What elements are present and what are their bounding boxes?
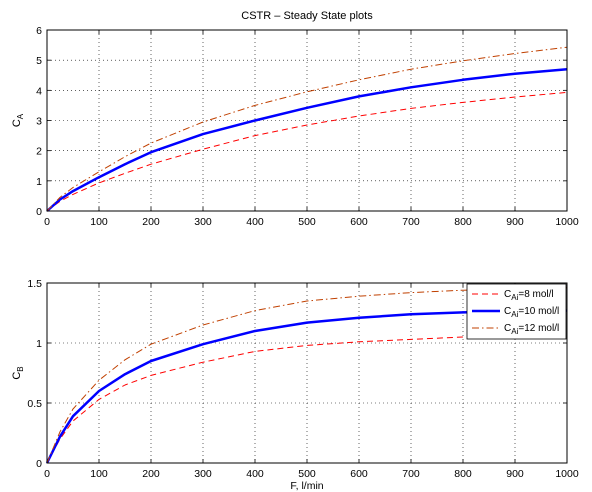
x-tick-label: 900 bbox=[506, 468, 524, 480]
x-tick-label: 300 bbox=[194, 216, 212, 228]
x-tick-label: 100 bbox=[90, 468, 108, 480]
y-tick-label: 0 bbox=[36, 206, 42, 218]
x-tick-label: 200 bbox=[142, 216, 160, 228]
series-line-cai12 bbox=[46, 46, 568, 212]
x-tick-label: 400 bbox=[246, 468, 264, 480]
x-tick-label: 0 bbox=[44, 216, 50, 228]
x-tick-label: 0 bbox=[44, 468, 50, 480]
y-tick-label: 4 bbox=[36, 85, 42, 97]
y-tick-label: 3 bbox=[36, 116, 42, 128]
x-tick-label: 300 bbox=[194, 468, 212, 480]
series-line-cai10 bbox=[46, 67, 568, 212]
axes-frame bbox=[46, 282, 568, 464]
ca-vs-flow-plot: 0 100 200 300 400 500 600 700 800 900 1000 0 1 2 3 4 5 6 C… bbox=[11, 25, 579, 228]
x-tick-label: 700 bbox=[402, 468, 420, 480]
y-tick-label: 1 bbox=[36, 338, 42, 350]
x-tick-label: 100 bbox=[90, 216, 108, 228]
legend-label-cai10: CAi=10 mol/l bbox=[504, 306, 559, 319]
x-tick-label: 500 bbox=[298, 468, 316, 480]
x-tick-label: 800 bbox=[454, 468, 472, 480]
y-tick-label: 5 bbox=[36, 55, 42, 67]
x-tick-label: 800 bbox=[454, 216, 472, 228]
x-tick-label: 900 bbox=[506, 216, 524, 228]
cb-vs-flow-plot: 0 100 200 300 400 500 600 700 800 900 1000 0 0.5 1 1.5… bbox=[11, 278, 579, 492]
x-axis-label: F, l/min bbox=[290, 480, 323, 492]
y-tick-label: 6 bbox=[36, 25, 42, 37]
series-line-cai10 bbox=[45, 309, 568, 464]
y-tick-label: 0.5 bbox=[27, 398, 42, 410]
x-tick-label: 500 bbox=[298, 216, 316, 228]
series-line-cai8 bbox=[46, 335, 567, 464]
x-tick-label: 400 bbox=[246, 216, 264, 228]
x-tick-label: 700 bbox=[402, 216, 420, 228]
y-tick-label: 1.5 bbox=[27, 278, 42, 290]
figure-title: CSTR – Steady State plots bbox=[241, 10, 373, 22]
x-tick-label: 1000 bbox=[555, 216, 579, 228]
x-tick-label: 200 bbox=[142, 468, 160, 480]
series-line-cai8 bbox=[46, 91, 568, 212]
y-axis-label: CB bbox=[11, 366, 25, 379]
axes-frame bbox=[46, 29, 568, 212]
x-tick-label: 600 bbox=[350, 216, 368, 228]
x-tick-label: 1000 bbox=[555, 468, 579, 480]
y-tick-label: 2 bbox=[36, 146, 42, 158]
y-tick-label: 1 bbox=[36, 176, 42, 188]
x-tick-label: 600 bbox=[350, 468, 368, 480]
legend-label-cai12: CAi=12 mol/l bbox=[504, 323, 559, 336]
legend-label-cai8: CAi=8 mol/l bbox=[504, 289, 554, 302]
y-tick-label: 0 bbox=[36, 458, 42, 470]
y-axis-label: CA bbox=[11, 113, 25, 127]
